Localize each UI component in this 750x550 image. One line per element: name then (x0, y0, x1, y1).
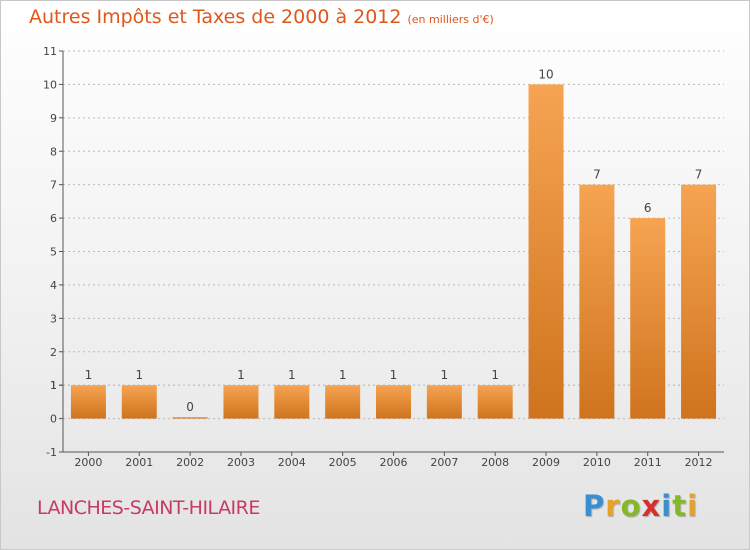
data-label-2005: 1 (339, 368, 347, 382)
y-tick-label: 7 (50, 179, 57, 192)
y-tick-label: 3 (50, 312, 57, 325)
bar-2010 (579, 184, 615, 419)
data-label-2008: 1 (491, 368, 499, 382)
x-tick-label-2002: 2002 (176, 456, 204, 469)
y-tick-label: 11 (43, 45, 57, 58)
x-tick-label-2000: 2000 (74, 456, 102, 469)
x-tick-label-2010: 2010 (583, 456, 611, 469)
bar-2008 (477, 385, 513, 419)
bar-2005 (325, 385, 361, 419)
x-tick-label-2007: 2007 (430, 456, 458, 469)
data-label-2004: 1 (288, 368, 296, 382)
data-label-2009: 10 (538, 67, 553, 81)
x-tick-label-2006: 2006 (380, 456, 408, 469)
y-tick-label: 2 (50, 346, 57, 359)
data-label-2000: 1 (85, 368, 93, 382)
bar-2000 (70, 385, 106, 419)
data-label-2010: 7 (593, 168, 601, 182)
bars (70, 84, 717, 419)
bar-2004 (274, 385, 310, 419)
data-label-2006: 1 (390, 368, 398, 382)
place-name: LANCHES-SAINT-HILAIRE (37, 497, 260, 519)
data-label-2011: 6 (644, 201, 652, 215)
logo-letter: x (641, 489, 662, 523)
data-label-2002: 0 (186, 400, 194, 414)
logo-letter: r (605, 489, 621, 523)
y-tick-label: 10 (43, 78, 57, 91)
logo-letter: o (620, 489, 642, 523)
x-tick-label-2001: 2001 (125, 456, 153, 469)
logo-letter: i (687, 489, 699, 523)
y-tick-label: 9 (50, 112, 57, 125)
bar-2009 (528, 84, 564, 419)
y-tick-label: 8 (50, 145, 57, 158)
data-label-2001: 1 (135, 368, 143, 382)
data-label-2012: 7 (695, 168, 703, 182)
x-tick-label-2004: 2004 (278, 456, 306, 469)
x-tick-label-2012: 2012 (685, 456, 713, 469)
x-tick-label-2005: 2005 (329, 456, 357, 469)
bar-2003 (223, 385, 259, 419)
chart-title-text: Autres Impôts et Taxes de 2000 à 2012 (29, 6, 402, 28)
y-tick-label: 0 (50, 413, 57, 426)
y-tick-label: 6 (50, 212, 57, 225)
y-tick-label: -1 (46, 446, 57, 459)
y-tick-label: 1 (50, 379, 57, 392)
y-tick-label: 1 (50, 379, 57, 392)
chart-title: Autres Impôts et Taxes de 2000 à 2012 (en… (29, 6, 494, 28)
bar-2001 (121, 385, 157, 419)
x-tick-label-2011: 2011 (634, 456, 662, 469)
proxiti-logo: Proxiti (583, 489, 698, 523)
y-tick-label: 4 (50, 279, 57, 292)
y-tick-label: 5 (50, 246, 57, 259)
x-tick-label-2008: 2008 (481, 456, 509, 469)
bar-2011 (630, 218, 666, 419)
logo-letter: i (661, 489, 673, 523)
data-label-2003: 1 (237, 368, 245, 382)
logo-letter: P (583, 489, 606, 523)
logo-letter: t (672, 489, 688, 523)
chart-subtitle: (en milliers d'€) (407, 13, 494, 26)
x-tick-label-2003: 2003 (227, 456, 255, 469)
bar-2007 (426, 385, 462, 419)
bar-2012 (681, 184, 717, 419)
bar-2002 (172, 417, 208, 419)
data-label-2007: 1 (441, 368, 449, 382)
x-tick-label-2009: 2009 (532, 456, 560, 469)
bar-2006 (376, 385, 411, 419)
